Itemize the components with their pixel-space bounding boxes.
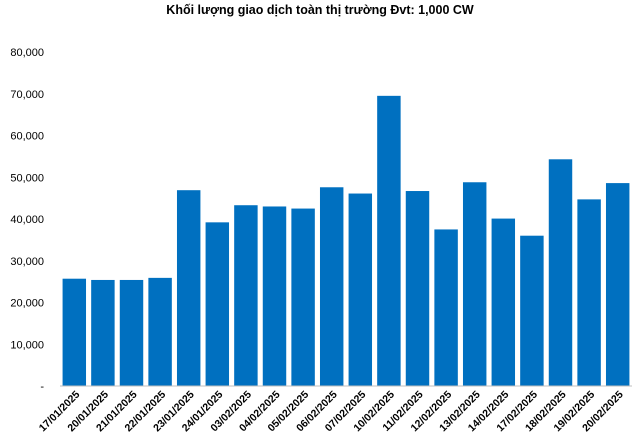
bar [520, 235, 544, 386]
chart-title: Khối lượng giao dịch toàn thị trường Đvt… [166, 3, 474, 17]
bar [605, 183, 630, 386]
bar [91, 279, 115, 386]
y-axis-ticks: - 10,000 20,000 30,000 40,000 50,000 60,000 70,… [10, 47, 44, 393]
bar [434, 229, 458, 386]
bar [291, 208, 315, 386]
bar [491, 218, 516, 386]
y-tick-label: 50,000 [10, 172, 44, 184]
x-axis-ticks: 17/01/202520/01/202521/01/202522/01/2025… [37, 389, 626, 435]
bar [176, 190, 201, 386]
y-tick-label: 20,000 [10, 298, 44, 310]
bar [462, 182, 487, 386]
bar [377, 95, 401, 387]
bar [548, 159, 573, 386]
bar [119, 279, 144, 386]
bar [234, 205, 258, 386]
y-tick-label: 40,000 [10, 214, 44, 226]
bar [348, 193, 373, 386]
y-tick-label: 30,000 [10, 256, 44, 268]
y-tick-label: 80,000 [10, 47, 44, 59]
bar [62, 278, 87, 386]
bar [205, 222, 230, 386]
bar [148, 277, 172, 386]
y-tick-label: 60,000 [10, 131, 44, 143]
bar [319, 187, 344, 386]
y-tick-label: - [40, 381, 44, 393]
y-tick-label: 10,000 [10, 339, 44, 351]
bar [405, 191, 430, 386]
bar [262, 206, 287, 386]
bars [62, 95, 630, 387]
y-tick-label: 70,000 [10, 89, 44, 101]
bar [577, 199, 601, 386]
